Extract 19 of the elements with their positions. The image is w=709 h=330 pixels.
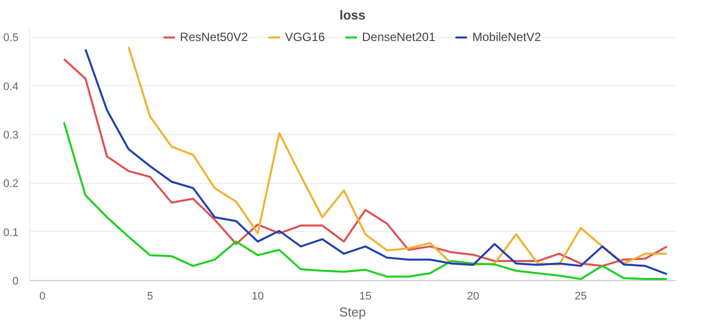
x-tick-label: 0: [39, 290, 46, 302]
y-tick-label: 0: [12, 276, 19, 288]
chart-title: loss: [339, 8, 366, 22]
y-tick-label: 0.4: [3, 80, 19, 93]
x-axis-title: Step: [339, 304, 366, 320]
y-tick-label: 0.1: [3, 226, 19, 239]
legend-label: MobileNetV2: [472, 30, 542, 44]
legend-label: VGG16: [284, 30, 325, 44]
x-tick-label: 5: [147, 290, 154, 302]
x-tick-label: 25: [574, 290, 587, 302]
y-tick-label: 0.3: [3, 130, 19, 142]
x-tick-label: 15: [359, 290, 372, 302]
line-series: [62, 121, 668, 280]
legend-label: ResNet50V2: [180, 30, 248, 44]
x-tick-label: 10: [252, 290, 264, 302]
x-tick-label: 20: [466, 290, 480, 302]
legend-label: DenseNet201: [362, 30, 436, 44]
y-tick-label: 0.2: [3, 178, 19, 190]
y-tick-label: 0.5: [3, 32, 19, 44]
